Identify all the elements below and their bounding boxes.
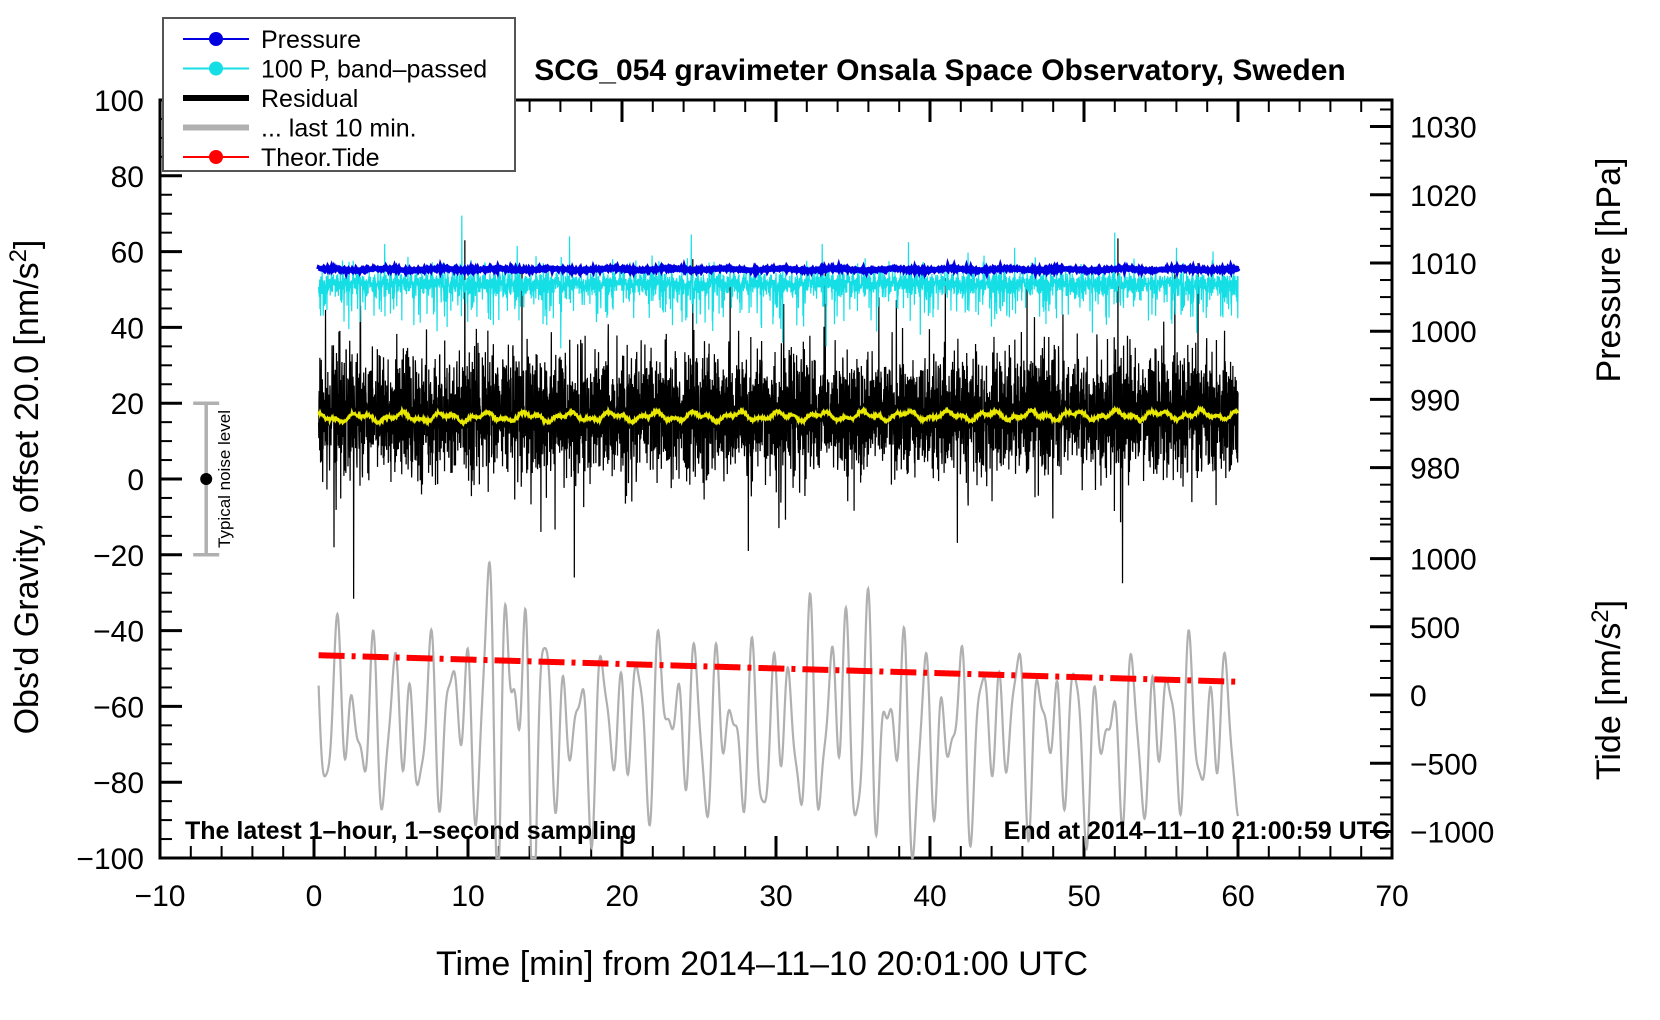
y-axis-ticks: 100 80 60 40 20 0 −20 −40 −60 −80 −100 bbox=[76, 85, 182, 876]
legend-box bbox=[162, 17, 516, 172]
x-tick-label: 70 bbox=[1375, 880, 1408, 913]
x-tick-label: 30 bbox=[759, 880, 792, 913]
x-tick-label: 40 bbox=[913, 880, 946, 913]
series-last-10-min bbox=[317, 560, 1240, 860]
x-tick-label: −10 bbox=[135, 880, 186, 913]
tide-tick-label: −1000 bbox=[1410, 816, 1494, 849]
legend-label: Theor.Tide bbox=[261, 144, 380, 172]
y-tick-label: 60 bbox=[111, 237, 144, 270]
legend-label: 100 P, band–passed bbox=[261, 56, 487, 84]
y-tick-label: 0 bbox=[127, 464, 144, 497]
noise-label: Typical noise level bbox=[215, 410, 234, 548]
legend-label: ... last 10 min. bbox=[261, 115, 417, 143]
y-tick-label: −60 bbox=[93, 691, 144, 724]
x-tick-label: 60 bbox=[1221, 880, 1254, 913]
legend-label: Residual bbox=[261, 85, 358, 113]
series-pressure bbox=[316, 257, 1241, 281]
noise-annotation: Typical noise level bbox=[193, 401, 234, 557]
pressure-axis-title: Pressure [hPa] bbox=[1590, 158, 1628, 383]
pressure-tick-label: 1030 bbox=[1410, 112, 1477, 145]
pressure-tick-label: 1000 bbox=[1410, 316, 1477, 349]
y-tick-label: −20 bbox=[93, 540, 144, 573]
pressure-tick-label: 1010 bbox=[1410, 248, 1477, 281]
bottom-right-note: End at 2014–11–10 21:00:59 UTC bbox=[1004, 817, 1390, 845]
tide-tick-label: −500 bbox=[1410, 748, 1478, 781]
tide-axis-ticks: 1000 500 0 −500 −1000 bbox=[1370, 523, 1494, 850]
y-tick-label: −80 bbox=[93, 767, 144, 800]
tide-tick-label: 1000 bbox=[1410, 544, 1477, 577]
legend-item-100-p-band-passed[interactable]: 100 P, band–passed bbox=[183, 56, 487, 84]
legend-item-residual[interactable]: Residual bbox=[183, 85, 358, 113]
y-tick-label: 80 bbox=[111, 161, 144, 194]
y-tick-label: 100 bbox=[94, 85, 144, 118]
pressure-tick-label: 1020 bbox=[1410, 180, 1477, 213]
y-tick-label: 20 bbox=[111, 388, 144, 421]
legend-dot-marker bbox=[209, 32, 223, 46]
series-band-passed bbox=[318, 215, 1239, 349]
pressure-tick-label: 980 bbox=[1410, 453, 1460, 486]
chart-title: SCG_054 gravimeter Onsala Space Observat… bbox=[534, 54, 1346, 87]
legend-label: Pressure bbox=[261, 26, 361, 54]
pressure-tick-label: 990 bbox=[1410, 384, 1460, 417]
x-tick-label: 50 bbox=[1067, 880, 1100, 913]
series-smoothed-residual bbox=[317, 404, 1240, 428]
y-axis-title: Obs'd Gravity, offset 20.0 [nm/s2] bbox=[5, 240, 46, 735]
noise-center-dot bbox=[200, 473, 213, 485]
legend-item-last-10-min[interactable]: ... last 10 min. bbox=[183, 115, 417, 143]
legend-dot-marker bbox=[209, 150, 223, 164]
x-axis-title: Time [min] from 2014–11–10 20:01:00 UTC bbox=[436, 945, 1088, 983]
y-tick-label: −100 bbox=[76, 843, 144, 876]
data-series-layer bbox=[316, 215, 1241, 860]
legend-dot-marker bbox=[209, 61, 223, 76]
pressure-axis-ticks: 1030 1020 1010 1000 990 980 bbox=[1370, 108, 1477, 520]
x-tick-label: 0 bbox=[306, 880, 323, 913]
x-tick-label: 10 bbox=[451, 880, 484, 913]
legend-item-pressure[interactable]: Pressure bbox=[183, 26, 361, 54]
y-tick-label: 40 bbox=[111, 312, 144, 345]
legend-item-theor-tide[interactable]: Theor.Tide bbox=[183, 144, 380, 172]
x-axis-ticks: −10 0 10 20 30 40 50 60 70 bbox=[135, 100, 1409, 913]
tide-tick-label: 500 bbox=[1410, 612, 1460, 645]
y-tick-label: −40 bbox=[93, 616, 144, 649]
x-tick-label: 20 bbox=[605, 880, 638, 913]
series-theoretical-tide bbox=[318, 652, 1239, 685]
tide-axis-title: Tide [nm/s2] bbox=[1587, 600, 1628, 780]
bottom-left-note: The latest 1–hour, 1–second sampling bbox=[185, 817, 637, 845]
tide-tick-label: 0 bbox=[1410, 680, 1427, 713]
